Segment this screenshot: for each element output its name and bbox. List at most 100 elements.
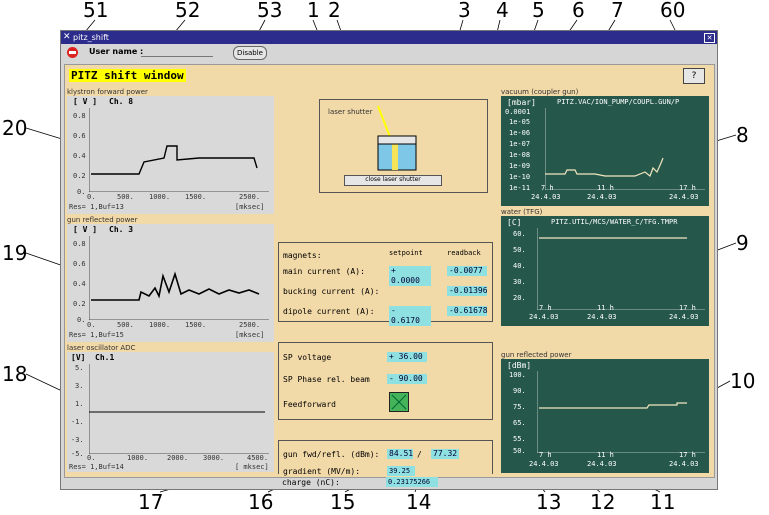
plot1-unit: [ V ] bbox=[73, 97, 98, 106]
user-name-field[interactable] bbox=[141, 56, 213, 57]
callout-60: 60 bbox=[660, 0, 686, 22]
gun-refl-date: 24.4.03 bbox=[529, 460, 559, 468]
callout-16: 16 bbox=[248, 490, 274, 514]
callout-53: 53 bbox=[257, 0, 283, 22]
callout-51: 51 bbox=[83, 0, 109, 22]
callout-12: 12 bbox=[590, 490, 616, 514]
gun-refl-ytick: 100. bbox=[509, 371, 526, 379]
plot1-ytick: 0.4 bbox=[73, 152, 86, 160]
plot2-xtick: 1500. bbox=[185, 321, 207, 329]
plot1-xtick: 2500. bbox=[239, 193, 261, 201]
dipole-current-setpoint[interactable]: - 0.6170 bbox=[389, 306, 431, 326]
plot2-ytick: 0.4 bbox=[73, 280, 86, 288]
plot3-xtick: 1000. bbox=[127, 454, 149, 462]
water-date: 24.4.03 bbox=[669, 313, 699, 321]
plot2-ytick: 0. bbox=[77, 316, 86, 324]
vacuum-xtick: 17 h bbox=[679, 184, 696, 192]
gun-reflected-power-trend-plot: [dBm] 100. 90. 75. 65. 55. 50. 7 h 11 h … bbox=[501, 359, 709, 473]
bucking-current-readback: -0.01396 bbox=[447, 286, 488, 296]
sp-voltage-value[interactable]: + 36.00 bbox=[387, 352, 427, 362]
water-ytick: 60. bbox=[513, 230, 526, 238]
callout-7: 7 bbox=[611, 0, 624, 22]
feedforward-toggle[interactable] bbox=[389, 392, 409, 412]
vacuum-ytick: 1e-11 bbox=[509, 184, 531, 192]
plot2-xtick: 0. bbox=[87, 321, 96, 329]
plot3-caption: laser oscillator ADC bbox=[67, 344, 136, 352]
close-window-button[interactable]: ✕ bbox=[704, 33, 715, 43]
water-channel: PITZ.UTIL/MCS/WATER_C/TFG.TMPR bbox=[551, 218, 678, 226]
sp-voltage-label: SP voltage bbox=[283, 353, 332, 362]
setpoint-header: setpoint bbox=[389, 249, 423, 257]
plot2-res: Res= 1,Buf=15 bbox=[69, 331, 124, 339]
readback-header: readback bbox=[447, 249, 481, 257]
gun-refl-xtick: 11 h bbox=[597, 451, 614, 459]
water-unit: [C] bbox=[507, 218, 522, 227]
klystron-forward-power-plot: [ V ] Ch. 8 0.8 0.6 0.4 0.2 0. 0. 500. 1… bbox=[67, 96, 274, 214]
gun-refl-ytick: 90. bbox=[513, 387, 526, 395]
plot2-ytick: 0.2 bbox=[73, 300, 86, 308]
close-laser-shutter-button[interactable]: close laser shutter bbox=[344, 175, 442, 186]
sp-phase-value[interactable]: - 90.00 bbox=[387, 374, 427, 384]
plot3-ytick: 1. bbox=[75, 400, 84, 408]
callout-10: 10 bbox=[730, 369, 756, 393]
plot1-ytick: 0.6 bbox=[73, 132, 86, 140]
gun-refl-ytick: 75. bbox=[513, 403, 526, 411]
plot1-res: Res= 1,Buf=13 bbox=[69, 203, 124, 211]
plot2-xtick: 1000. bbox=[149, 321, 171, 329]
gun-refl-trend-caption: gun reflected power bbox=[501, 351, 572, 359]
vacuum-channel: PITZ.VAC/ION_PUMP/COUPL.GUN/P bbox=[557, 98, 680, 106]
plot3-ytick: -5. bbox=[71, 450, 84, 458]
water-date: 24.4.03 bbox=[529, 313, 559, 321]
gun-refl-xtick: 7 h bbox=[539, 451, 552, 459]
callout-1: 1 bbox=[307, 0, 320, 22]
sp-panel: SP voltage + 36.00 SP Phase rel. beam - … bbox=[278, 342, 493, 420]
plot2-xunit: [mksec] bbox=[235, 331, 265, 339]
gun-panel bbox=[278, 440, 493, 474]
callout-2: 2 bbox=[328, 0, 341, 22]
dipole-current-readback: -0.61678 bbox=[447, 306, 488, 316]
main-current-setpoint[interactable]: + 0.0000 bbox=[389, 266, 431, 286]
page-title: PITZ shift window bbox=[69, 69, 186, 82]
vacuum-unit: [mbar] bbox=[507, 98, 536, 107]
user-bar: User name : Disable bbox=[61, 44, 717, 62]
shift-window-main: PITZ shift window ? klystron forward pow… bbox=[64, 64, 715, 478]
plot2-xtick: 2500. bbox=[239, 321, 261, 329]
gradient-value: 39.25 bbox=[387, 466, 415, 476]
main-current-label: main current (A): bbox=[283, 267, 365, 276]
plot2-ytick: 0.6 bbox=[73, 260, 86, 268]
vacuum-ytick: 1e-09 bbox=[509, 162, 531, 170]
plot3-ytick: -3. bbox=[71, 436, 84, 444]
gun-fwd-value: 84.51 bbox=[387, 449, 414, 459]
callout-8: 8 bbox=[736, 123, 749, 147]
water-xtick: 11 h bbox=[597, 304, 614, 312]
water-ytick: 20. bbox=[513, 294, 526, 302]
plot3-xunit: [ mksec] bbox=[235, 463, 269, 471]
plot3-xtick: 2000. bbox=[167, 454, 189, 462]
water-ytick: 50. bbox=[513, 246, 526, 254]
vacuum-date: 24.4.03 bbox=[587, 193, 617, 201]
callout-11: 11 bbox=[650, 490, 676, 514]
magnets-panel: magnets: setpoint readback main current … bbox=[278, 242, 493, 326]
gun-fwd-refl-label: gun fwd/refl. (dBm): bbox=[283, 450, 380, 459]
callout-52: 52 bbox=[175, 0, 201, 22]
user-name-label: User name : bbox=[89, 47, 144, 56]
help-button[interactable]: ? bbox=[683, 68, 705, 84]
laser-oscillator-adc-plot: [V] Ch.1 5. 3. 1. -1. -3. -5. 0. 1000. 2… bbox=[67, 352, 274, 472]
gun-refl-ytick: 65. bbox=[513, 419, 526, 427]
gun-refl-xtick: 17 h bbox=[679, 451, 696, 459]
dipole-current-label: dipole current (A): bbox=[283, 307, 375, 316]
disable-button[interactable]: Disable bbox=[233, 46, 267, 60]
vacuum-plot: [mbar] PITZ.VAC/ION_PUMP/COUPL.GUN/P 0.0… bbox=[501, 96, 709, 206]
magnets-header: magnets: bbox=[283, 251, 322, 260]
main-current-readback: -0.0077 bbox=[447, 266, 487, 276]
gun-refl-value: 77.32 bbox=[431, 449, 459, 459]
plot3-xtick: 4500. bbox=[247, 454, 269, 462]
plot3-channel: Ch.1 bbox=[95, 353, 115, 362]
plot3-res: Res= 1,Buf=14 bbox=[69, 463, 124, 471]
water-plot: [C] PITZ.UTIL/MCS/WATER_C/TFG.TMPR 60. 5… bbox=[501, 216, 709, 326]
plot1-xtick: 1500. bbox=[185, 193, 207, 201]
plot2-channel: Ch. 3 bbox=[109, 225, 134, 234]
callout-9: 9 bbox=[736, 231, 749, 255]
vacuum-xtick: 7 h bbox=[541, 184, 554, 192]
stop-icon[interactable] bbox=[67, 47, 78, 58]
